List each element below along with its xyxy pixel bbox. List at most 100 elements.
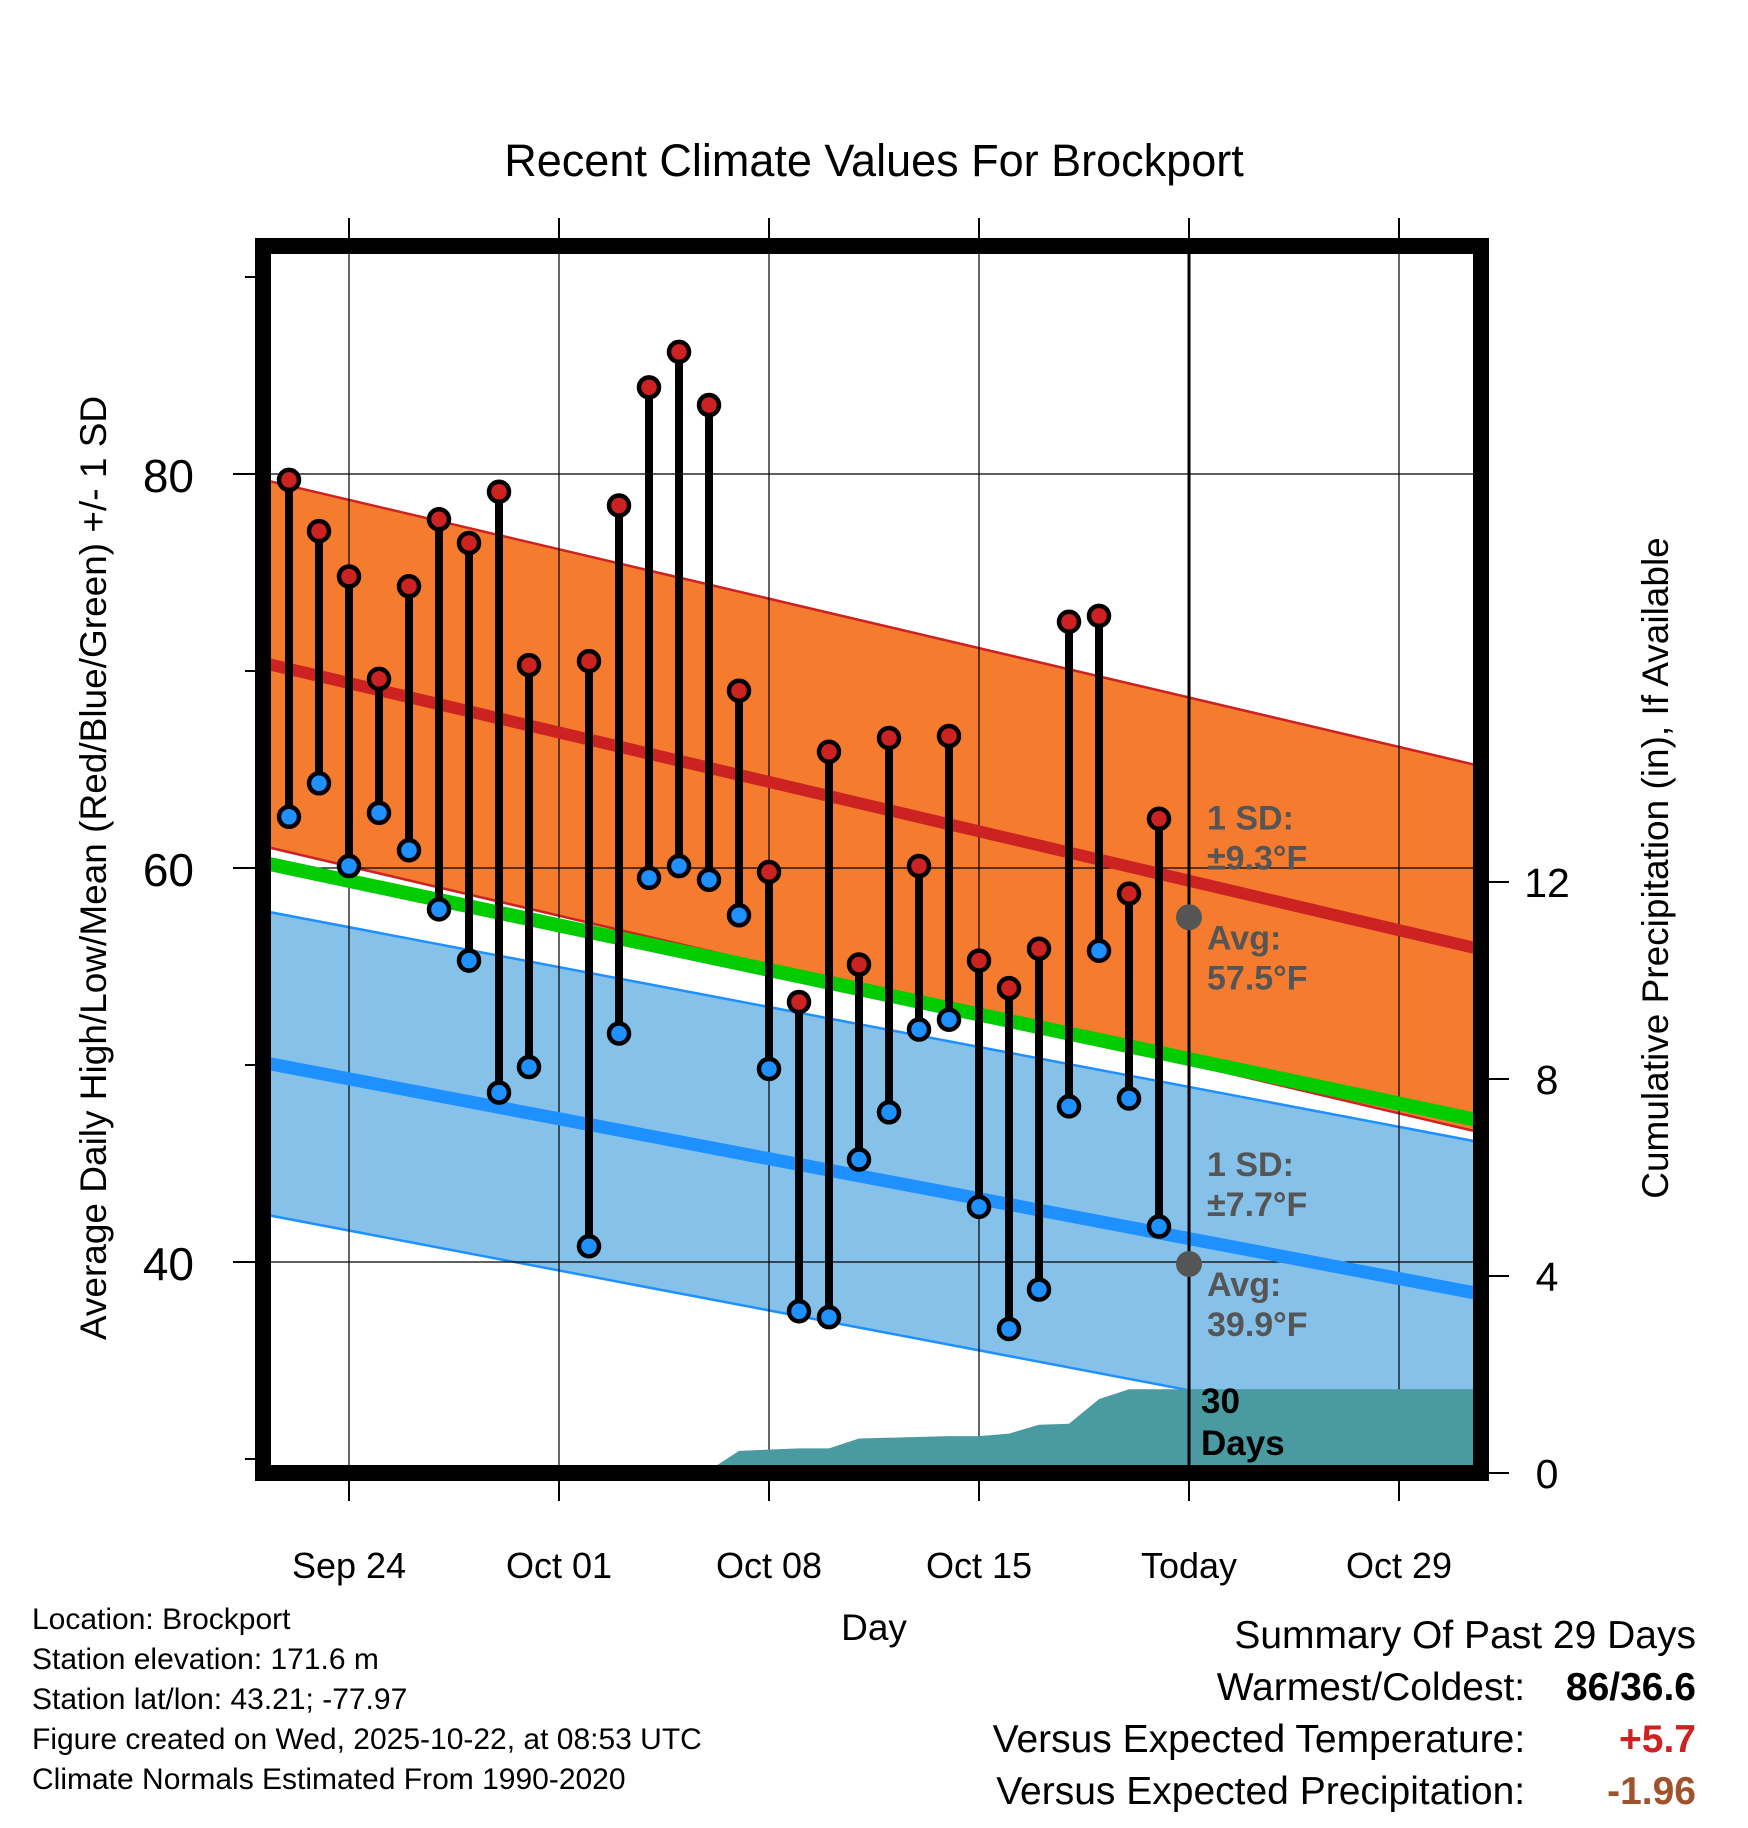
observed-low-point: [756, 1056, 782, 1082]
observed-high-point: [996, 975, 1022, 1001]
plot-area: [263, 246, 1481, 1473]
x-tick-label: Oct 01: [506, 1545, 612, 1586]
observed-high-point: [606, 493, 632, 518]
x-axis-title: Day: [841, 1607, 907, 1648]
observed-low-point: [876, 1100, 902, 1125]
elevation-text: Station elevation: 171.6 m: [32, 1643, 379, 1676]
location-text: Location: Brockport: [32, 1603, 291, 1636]
normals-text: Climate Normals Estimated From 1990-2020: [32, 1763, 626, 1796]
observed-high-point: [1146, 806, 1172, 831]
y2-tick-label: 0: [1536, 1451, 1559, 1497]
observed-low-point: [936, 1007, 962, 1032]
observed-high-point: [906, 853, 932, 879]
created-text: Figure created on Wed, 2025-10-22, at 08…: [32, 1723, 702, 1756]
observed-low-point: [576, 1233, 602, 1259]
precip-days-label-line1: 30: [1201, 1382, 1240, 1421]
observed-high-point: [726, 678, 752, 703]
observed-low-point: [486, 1080, 512, 1105]
observed-low-point: [606, 1021, 632, 1046]
y2-tick-label: 8: [1536, 1057, 1559, 1103]
y2-tick-label: 12: [1524, 860, 1570, 906]
low-avg-value: 39.9°F: [1207, 1306, 1308, 1344]
low-sd-label: 1 SD:: [1207, 1146, 1294, 1184]
warmest-label: Warmest/Coldest:: [1216, 1666, 1526, 1709]
precip-value: -1.96: [1607, 1770, 1696, 1813]
latlon-text: Station lat/lon: 43.21; -77.97: [32, 1683, 408, 1716]
observed-low-point: [396, 838, 422, 863]
observed-low-point: [636, 865, 662, 891]
observed-low-point: [1086, 938, 1112, 963]
y-tick-label: 60: [143, 844, 194, 896]
observed-high-point: [1086, 603, 1112, 629]
summary-title: Summary Of Past 29 Days: [1234, 1614, 1696, 1657]
observed-high-point: [426, 507, 452, 532]
x-tick-label: Oct 29: [1346, 1545, 1452, 1586]
low-sd-value: ±7.7°F: [1207, 1186, 1307, 1224]
observed-high-point: [816, 739, 842, 765]
observed-high-point: [1026, 936, 1052, 962]
plot-frame: [255, 238, 1489, 1481]
observed-high-point: [696, 392, 722, 418]
observed-low-point: [456, 948, 482, 973]
precipitation-area: [263, 1389, 1481, 1473]
observed-high-point: [936, 723, 962, 749]
observed-high-point: [306, 518, 332, 544]
y-tick-label: 40: [143, 1238, 194, 1290]
x-tick-label: Today: [1141, 1545, 1237, 1586]
summary-warmest-row: Warmest/Coldest: 86/36.6: [993, 1662, 1696, 1714]
observed-low-point: [276, 804, 302, 830]
observed-low-point: [996, 1316, 1022, 1342]
precip-days-label-line2: Days: [1201, 1424, 1285, 1463]
low-avg-label: Avg:: [1207, 1266, 1281, 1304]
high-sd-label: 1 SD:: [1207, 799, 1294, 837]
observed-low-point: [846, 1147, 872, 1172]
normal-high-line: [263, 656, 1481, 956]
chart-title: Recent Climate Values For Brockport: [504, 135, 1244, 186]
observed-high-point: [966, 948, 992, 973]
observed-high-point: [666, 339, 692, 365]
observed-low-point: [666, 853, 692, 879]
high-avg-label: Avg:: [1207, 919, 1281, 957]
y2-axis-title: Cumulative Precipitation (in), If Availa…: [1635, 537, 1676, 1199]
observed-high-point: [1116, 881, 1142, 906]
station-info: Location: Brockport Station elevation: 1…: [32, 1600, 702, 1800]
summary-temp-row: Versus Expected Temperature: +5.7: [993, 1714, 1696, 1766]
observed-low-point: [966, 1194, 992, 1220]
normal-low-line: [263, 1055, 1481, 1301]
observed-high-point: [846, 952, 872, 977]
temp-label: Versus Expected Temperature:: [992, 1718, 1526, 1761]
observed-low-point: [336, 853, 362, 879]
y-tick-label: 80: [143, 450, 194, 502]
x-tick-label: Oct 08: [716, 1545, 822, 1586]
observed-high-point: [486, 479, 512, 504]
observed-high-point: [456, 530, 482, 556]
observed-low-point: [516, 1054, 542, 1080]
axis-ticks: [233, 218, 1509, 1501]
observed-low-point: [696, 867, 722, 893]
observed-high-point: [1056, 609, 1082, 634]
observed-high-point: [876, 725, 902, 751]
observed-low-point: [726, 903, 752, 928]
high-avg-value: 57.5°F: [1207, 959, 1308, 997]
low-sd-band-upper-edge: [263, 909, 1481, 1144]
precip-label: Versus Expected Precipitation:: [996, 1770, 1526, 1813]
today-high-avg-point: [1176, 904, 1202, 931]
high-sd-value: ±9.3°F: [1207, 839, 1307, 877]
observed-low-point: [366, 800, 392, 826]
observed-low-point: [1026, 1277, 1052, 1302]
observed-low-point: [816, 1304, 842, 1330]
observed-high-point: [336, 564, 362, 589]
normal-mean-line: [263, 855, 1481, 1129]
observed-low-point: [1056, 1094, 1082, 1119]
x-tick-label: Oct 15: [926, 1545, 1032, 1586]
summary-precip-row: Versus Expected Precipitation: -1.96: [993, 1766, 1696, 1818]
y2-tick-label: 4: [1536, 1254, 1559, 1300]
observed-high-point: [576, 648, 602, 674]
observed-high-point: [516, 652, 542, 678]
observed-low-point: [786, 1299, 812, 1324]
high-sd-band-upper-edge: [263, 478, 1481, 768]
warmest-value: 86/36.6: [1565, 1666, 1696, 1709]
observed-high-point: [786, 989, 812, 1015]
